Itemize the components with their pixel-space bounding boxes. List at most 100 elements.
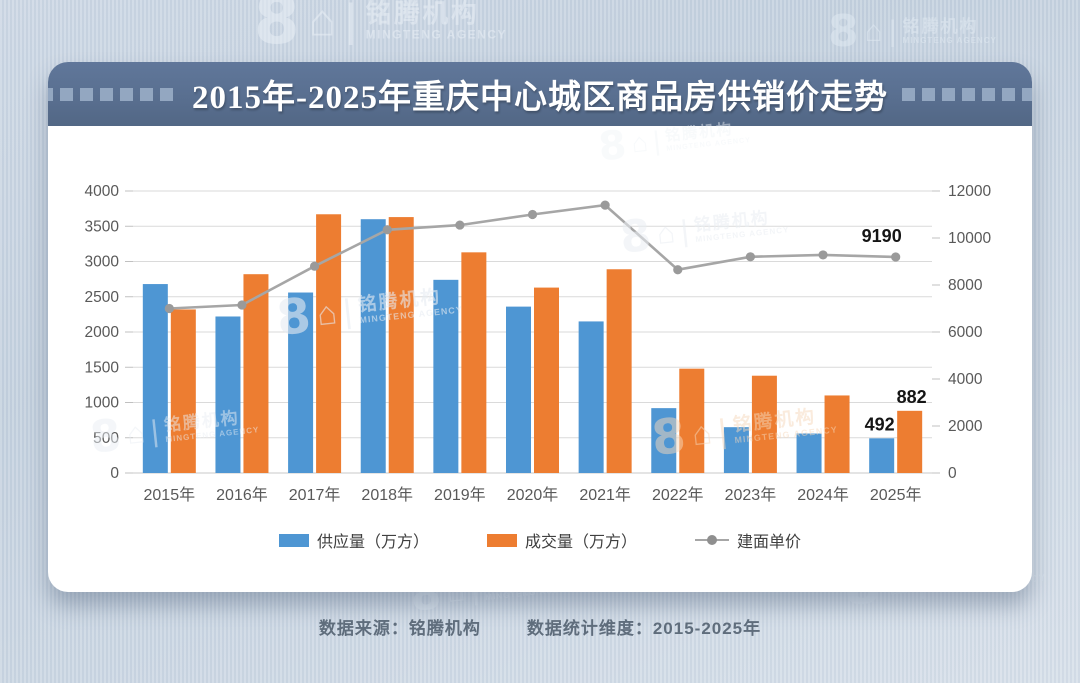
transaction-bar-2017年[interactable] <box>316 214 342 473</box>
price-line <box>164 200 901 314</box>
y-axis-left-tick: 4000 <box>85 183 120 200</box>
transaction-bar-2024年[interactable] <box>824 395 850 473</box>
y-axis-left-tick: 1500 <box>85 359 120 376</box>
supply-bar-2025年[interactable] <box>869 438 895 473</box>
legend-item-supply[interactable]: 供应量（万方） <box>278 528 429 552</box>
watermark-house-icon: ⌂ <box>308 0 336 46</box>
supply-bar-2017年[interactable] <box>288 292 314 473</box>
legend-label-transaction: 成交量（万方） <box>524 534 637 551</box>
transaction-bar-2020年[interactable] <box>534 287 559 473</box>
y-axis-right-tick: 2000 <box>948 418 983 435</box>
watermark-en: MINGTENG AGENCY <box>902 35 997 45</box>
supply-bar-2022年[interactable] <box>651 408 677 473</box>
price-point-2024年[interactable] <box>818 250 828 260</box>
x-axis-label-2017年: 2017年 <box>289 486 341 504</box>
x-axis-label-2025年: 2025年 <box>870 486 922 504</box>
watermark-eight-icon: 8 <box>828 6 859 57</box>
legend-item-transaction[interactable]: 成交量（万方） <box>486 528 637 552</box>
chart-area: 0 500 1000 1500 2000 2500 3000 3500 4000 0 2000 400… <box>48 126 1032 516</box>
supply-bar-2019年[interactable] <box>433 279 459 473</box>
price-point-2015年[interactable] <box>164 303 174 314</box>
price-point-2016年[interactable] <box>237 300 247 310</box>
y-axis-left-tick: 2000 <box>85 324 120 341</box>
y-axis-right-tick: 0 <box>948 465 957 482</box>
x-axis-labels: 2015年 2016年 2017年 2018年 2019年 2020年 2021年 2022年… <box>144 486 922 504</box>
price-point-2017年[interactable] <box>309 261 320 271</box>
transaction-bar-2015年[interactable] <box>170 309 196 473</box>
y-axis-right-tick: 10000 <box>948 230 991 247</box>
title-decoration-left-icon <box>48 87 178 101</box>
y-axis-left-tick: 1000 <box>85 395 120 412</box>
price-point-2022年[interactable] <box>673 265 683 275</box>
transaction-bar-2023年[interactable] <box>751 375 777 473</box>
supply-bar-2021年[interactable] <box>578 321 604 473</box>
legend-swatch-transaction-icon <box>486 533 517 547</box>
supply-bar-2016年[interactable] <box>215 316 241 473</box>
transaction-bar-2021年[interactable] <box>606 269 632 473</box>
x-axis-label-2016年: 2016年 <box>216 486 268 504</box>
title-bar: 2015年-2025年重庆中心城区商品房供销价走势 <box>48 62 1032 126</box>
bars-supply <box>142 219 895 473</box>
watermark-divider: | <box>888 15 897 48</box>
chart-card: 2015年-2025年重庆中心城区商品房供销价走势 0 500 1000 1500 20… <box>48 62 1032 592</box>
x-axis-label-2021年: 2021年 <box>579 486 631 504</box>
price-point-2021年[interactable] <box>600 200 610 210</box>
y-axis-left-tick: 3500 <box>85 218 120 235</box>
transaction-bar-2022年[interactable] <box>679 368 705 473</box>
legend-item-price[interactable]: 建面单价 <box>695 528 801 552</box>
x-axis-label-2023年: 2023年 <box>725 486 777 504</box>
bars-transaction <box>170 214 923 473</box>
transaction-bar-2016年[interactable] <box>243 274 269 473</box>
title-decoration-right-icon <box>902 87 1032 101</box>
legend-label-price: 建面单价 <box>737 534 802 551</box>
y-axis-right-tick: 4000 <box>948 371 983 388</box>
y-axis-left-tick: 500 <box>93 430 119 447</box>
supply-bar-2015年[interactable] <box>142 284 168 473</box>
y-axis-left-tick: 2500 <box>85 289 120 306</box>
price-point-2018年[interactable] <box>382 225 392 235</box>
watermark-house-icon: ⌂ <box>864 15 883 48</box>
watermark-cn: 铭腾机构 <box>902 17 979 37</box>
x-axis-label-2024年: 2024年 <box>797 486 849 504</box>
price-point-2020年[interactable] <box>527 209 538 220</box>
legend-swatch-supply-icon <box>278 533 309 547</box>
x-axis-label-2022年: 2022年 <box>652 486 704 504</box>
page-title: 2015年-2025年重庆中心城区商品房供销价走势 <box>192 80 888 116</box>
data-label: 492 <box>865 414 895 434</box>
supply-bar-2023年[interactable] <box>723 427 749 473</box>
legend-label-supply: 供应量（万方） <box>316 534 429 551</box>
y-axis-right-tick: 8000 <box>948 277 983 294</box>
y-axis-right-tick: 12000 <box>948 183 991 200</box>
legend-swatch-price-icon <box>695 534 729 547</box>
supply-bar-2020年[interactable] <box>506 306 531 473</box>
y-axis-left: 0 500 1000 1500 2000 2500 3000 3500 4000 <box>85 183 133 482</box>
watermark-en: MINGTENG AGENCY <box>365 27 508 42</box>
y-axis-left-tick: 0 <box>110 465 119 482</box>
price-point-2019年[interactable] <box>455 220 465 230</box>
y-axis-right: 0 2000 4000 6000 8000 10000 12000 <box>932 183 991 482</box>
x-axis-label-2018年: 2018年 <box>361 486 413 504</box>
price-point-2025年[interactable] <box>891 252 901 262</box>
price-point-2023年[interactable] <box>745 252 756 262</box>
supply-bar-2024年[interactable] <box>796 433 822 473</box>
combo-chart: 0 500 1000 1500 2000 2500 3000 3500 4000 0 2000 400… <box>85 183 992 504</box>
x-axis-label-2015年: 2015年 <box>144 486 196 504</box>
y-axis-right-tick: 6000 <box>948 324 983 341</box>
transaction-bar-2019年[interactable] <box>461 252 487 473</box>
transaction-bar-2025年[interactable] <box>897 410 923 473</box>
data-label: 882 <box>897 387 927 407</box>
transaction-bar-2018年[interactable] <box>388 217 414 473</box>
x-axis-label-2020年: 2020年 <box>507 486 559 504</box>
watermark-eight-icon: 8 <box>253 0 300 60</box>
data-source-label: 数据来源：铭腾机构 <box>318 619 481 638</box>
chart-legend: 供应量（万方） 成交量（万方） 建面单价 <box>48 528 1032 552</box>
x-axis-label-2019年: 2019年 <box>434 486 486 504</box>
supply-bar-2018年[interactable] <box>360 219 386 473</box>
y-axis-left-tick: 3000 <box>85 254 120 271</box>
data-dimension-label: 数据统计维度：2015-2025年 <box>526 619 762 638</box>
footer: 数据来源：铭腾机构 数据统计维度：2015-2025年 <box>0 614 1080 639</box>
watermark-cn: 铭腾机构 <box>365 0 480 29</box>
watermark-divider: | <box>344 0 357 46</box>
